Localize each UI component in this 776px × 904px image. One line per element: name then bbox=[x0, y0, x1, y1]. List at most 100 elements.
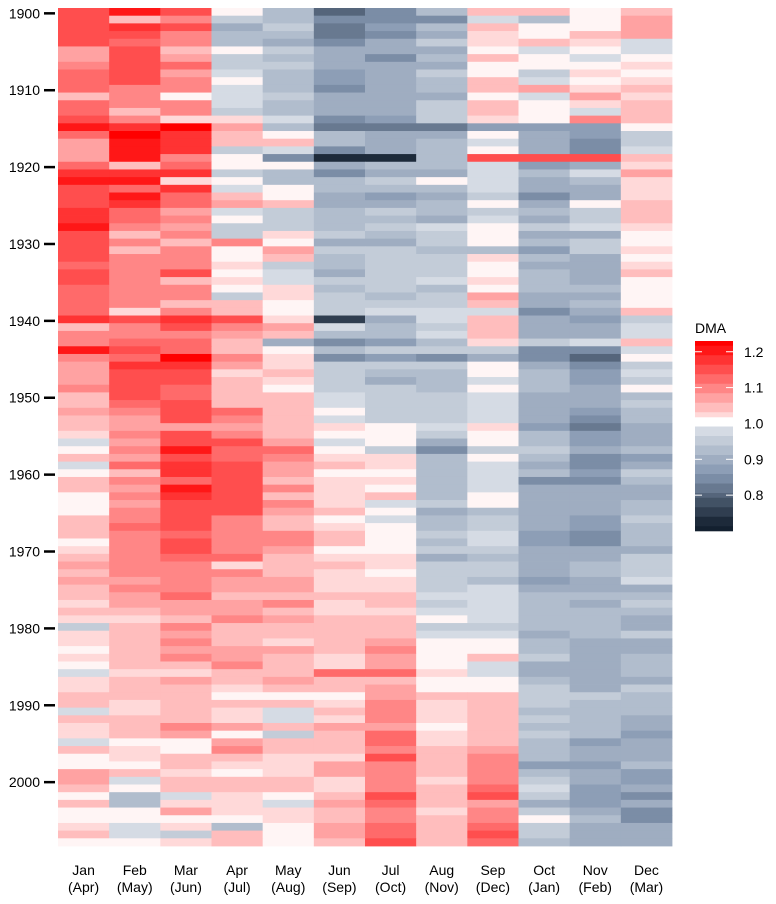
heatmap-cell bbox=[313, 323, 366, 332]
heatmap-cell bbox=[109, 84, 161, 93]
heatmap-cell bbox=[569, 392, 622, 401]
heatmap-cell bbox=[365, 115, 417, 124]
heatmap-cell bbox=[262, 561, 315, 570]
heatmap-cell bbox=[211, 292, 264, 301]
heatmap-cell bbox=[58, 584, 110, 593]
heatmap-cell bbox=[262, 799, 315, 808]
heatmap-cell bbox=[109, 254, 161, 263]
heatmap-cell bbox=[518, 630, 571, 639]
heatmap-cell bbox=[416, 353, 468, 363]
heatmap-cell bbox=[160, 54, 212, 63]
heatmap-cell bbox=[569, 576, 622, 586]
heatmap-cell bbox=[620, 623, 673, 632]
heatmap-cell bbox=[365, 61, 417, 70]
heatmap-cell bbox=[58, 838, 110, 847]
heatmap-cell bbox=[109, 115, 161, 124]
heatmap-cell bbox=[109, 707, 161, 716]
heatmap-cell bbox=[160, 707, 212, 716]
heatmap-cell bbox=[467, 584, 519, 593]
heatmap-cell bbox=[313, 492, 366, 501]
heatmap-cell bbox=[58, 500, 110, 509]
heatmap-cell bbox=[416, 807, 468, 816]
color-legend: DMA 1.2 1.1 1.0 0.9 0.8 bbox=[695, 320, 764, 532]
heatmap-cell bbox=[109, 161, 161, 170]
legend-color-step bbox=[695, 388, 733, 394]
heatmap-cell bbox=[620, 384, 673, 393]
heatmap-cell bbox=[211, 330, 264, 339]
heatmap-cell bbox=[569, 838, 622, 847]
legend-title: DMA bbox=[695, 320, 727, 336]
heatmap-cell bbox=[211, 492, 264, 501]
heatmap-cell bbox=[313, 415, 366, 424]
heatmap-cell bbox=[211, 661, 264, 670]
y-tick-label: 1900 bbox=[9, 5, 40, 21]
heatmap-cell bbox=[569, 822, 622, 832]
heatmap-cell bbox=[58, 346, 110, 355]
heatmap-cell bbox=[313, 576, 366, 586]
heatmap-cell bbox=[569, 69, 622, 78]
heatmap-cell bbox=[211, 200, 264, 209]
heatmap-cell bbox=[313, 377, 366, 386]
heatmap-cell bbox=[160, 254, 212, 263]
heatmap-cell bbox=[313, 69, 366, 78]
heatmap-cell bbox=[365, 292, 417, 301]
heatmap-cell bbox=[569, 177, 622, 186]
heatmap-cell bbox=[467, 807, 519, 816]
heatmap-cell bbox=[262, 538, 315, 547]
heatmap-cell bbox=[569, 223, 622, 232]
heatmap-cell bbox=[569, 353, 622, 363]
heatmap-cell bbox=[58, 661, 110, 670]
heatmap-cell bbox=[416, 223, 468, 232]
heatmap-cell bbox=[211, 523, 264, 532]
heatmap-cell bbox=[518, 77, 571, 86]
heatmap-cell bbox=[569, 246, 622, 255]
heatmap-cell bbox=[262, 138, 315, 147]
heatmap-cell bbox=[109, 830, 161, 839]
heatmap-cell bbox=[620, 215, 673, 224]
heatmap-cell bbox=[211, 430, 264, 439]
heatmap-cell bbox=[518, 369, 571, 378]
heatmap-cell bbox=[518, 615, 571, 624]
heatmap-cell bbox=[569, 131, 622, 140]
heatmap-cell bbox=[58, 215, 110, 224]
heatmap-cell bbox=[109, 592, 161, 601]
heatmap-cell bbox=[211, 476, 264, 486]
heatmap-cell bbox=[620, 246, 673, 255]
heatmap-cell bbox=[416, 838, 468, 847]
heatmap-cell bbox=[365, 254, 417, 263]
heatmap-cell bbox=[262, 807, 315, 816]
heatmap-cell bbox=[416, 307, 468, 316]
heatmap-cell bbox=[211, 69, 264, 78]
heatmap-cell bbox=[620, 730, 673, 739]
heatmap-cell bbox=[569, 792, 622, 801]
heatmap-cell bbox=[467, 415, 519, 424]
heatmap-cell bbox=[211, 146, 264, 155]
heatmap-cell bbox=[211, 92, 264, 101]
heatmap-cell bbox=[262, 69, 315, 78]
legend-color-step bbox=[695, 469, 733, 475]
heatmap-cell bbox=[262, 461, 315, 470]
heatmap-cell bbox=[365, 707, 417, 716]
heatmap-cell bbox=[467, 238, 519, 247]
heatmap-cell bbox=[467, 38, 519, 47]
heatmap-cell bbox=[109, 415, 161, 424]
heatmap-cell bbox=[58, 300, 110, 309]
heatmap-cell bbox=[569, 330, 622, 339]
heatmap-cell bbox=[467, 623, 519, 632]
heatmap-cell bbox=[620, 538, 673, 547]
heatmap-cell bbox=[569, 692, 622, 701]
heatmap-cell bbox=[467, 530, 519, 539]
heatmap-cell bbox=[160, 84, 212, 93]
heatmap-cell bbox=[518, 323, 571, 332]
heatmap-cell bbox=[262, 323, 315, 332]
heatmap-cell bbox=[416, 492, 468, 501]
heatmap-cell bbox=[569, 254, 622, 263]
heatmap-cell bbox=[620, 715, 673, 724]
heatmap-cell bbox=[211, 300, 264, 309]
heatmap-cell bbox=[467, 669, 519, 678]
heatmap-cell bbox=[416, 476, 468, 486]
heatmap-cell bbox=[211, 699, 264, 709]
heatmap-cell bbox=[365, 523, 417, 532]
heatmap-cell bbox=[313, 300, 366, 309]
heatmap-cell bbox=[313, 799, 366, 808]
